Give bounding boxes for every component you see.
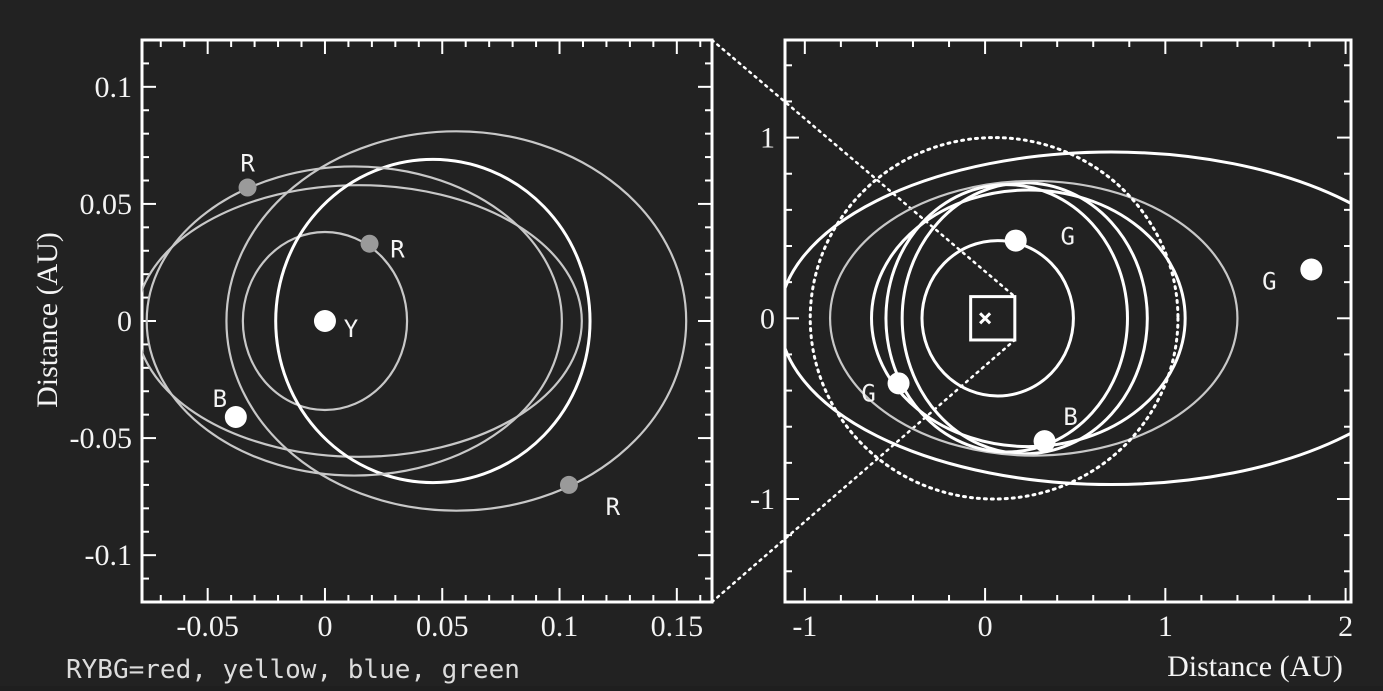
body-marker-red [559, 475, 578, 494]
orbit-ellipse [808, 136, 1180, 501]
orbit-ellipse [241, 230, 409, 412]
orbit-ellipse [900, 181, 1149, 456]
zoom-connector-lines [710, 38, 1017, 604]
y-tick-label: -0.1 [85, 539, 133, 572]
orbit-ellipse [920, 239, 1075, 398]
body-label: B [1063, 403, 1077, 431]
x-tick-label: 0 [317, 610, 332, 643]
x-tick-label: 0.05 [416, 610, 469, 643]
y-tick-label: 0 [117, 305, 132, 338]
body-marker-red [238, 178, 257, 197]
y-tick-label: -1 [750, 483, 775, 516]
x-tick-label: -0.05 [176, 610, 239, 643]
body-label: G [1060, 223, 1074, 251]
body-label: R [390, 236, 405, 264]
left-panel: -0.05 0 0.05 0.1 0.15 -0.1 -0.05 0 0.05 0.1 Y R R R B [70, 38, 714, 643]
y-tick-label: -0.05 [70, 422, 133, 455]
y-tick-label: 0.05 [80, 188, 133, 221]
body-marker-green [1300, 258, 1323, 281]
body-marker-yellow [313, 310, 336, 332]
right-panel: -1 0 1 2 -1 0 1 G G G B [750, 38, 1353, 643]
body-label: G [1262, 267, 1276, 295]
x-tick-label: 0 [978, 610, 993, 643]
body-label: G [861, 379, 875, 407]
left-y-axis-title: Distance (AU) [31, 232, 64, 408]
x-tick-label: 2 [1338, 610, 1353, 643]
body-label: Y [344, 315, 359, 343]
x-tick-label: 0.1 [541, 610, 579, 643]
zoom-connector-top [710, 38, 1017, 298]
body-label: R [606, 493, 621, 521]
y-tick-label: 1 [760, 122, 775, 155]
orbit-ellipse [870, 188, 1187, 449]
zoom-region-box [969, 295, 1017, 342]
body-marker-blue [224, 406, 247, 429]
plot-frame [783, 38, 1353, 604]
orbit-ellipse [828, 179, 1239, 457]
y-tick-label: 0 [760, 302, 775, 335]
body-marker-blue [1033, 430, 1056, 453]
plot-area [785, 136, 1351, 501]
x-tick-label: 0.15 [651, 610, 704, 643]
body-label: R [240, 150, 255, 178]
orbit-ellipse [145, 165, 563, 477]
body-marker-green [887, 372, 910, 395]
orbit-ellipse [142, 184, 583, 458]
star-marker [979, 312, 992, 325]
orbit-ellipse [274, 157, 592, 485]
y-tick-label: 0.1 [95, 71, 133, 104]
x-tick-label: -1 [792, 610, 817, 643]
x-tick-label: 1 [1158, 610, 1173, 643]
orbit-ellipse [225, 130, 688, 512]
right-x-axis-title: Distance (AU) [1167, 650, 1343, 683]
orbit-ellipse [884, 183, 1129, 454]
color-key-caption: RYBG=red, yellow, blue, green [66, 655, 520, 685]
orbit-ellipse [785, 150, 1351, 486]
body-label: B [213, 385, 227, 413]
plot-area [142, 130, 688, 512]
body-marker-green [1004, 229, 1027, 252]
body-marker-red [360, 234, 379, 253]
